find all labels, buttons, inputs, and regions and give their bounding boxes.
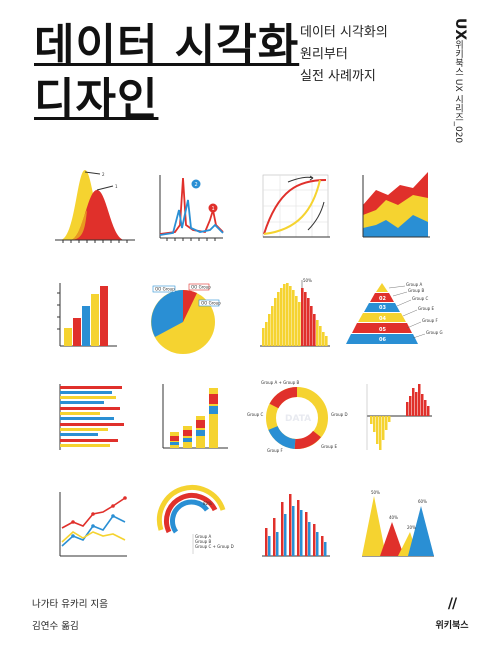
peak-label-1: 1	[115, 184, 118, 189]
line-chart-illustration	[59, 492, 127, 557]
pyramid-group-g: Group G	[426, 330, 443, 335]
translator-line: 김연수 옮김	[32, 621, 79, 632]
peak-label-2: 2	[102, 172, 105, 177]
ring-group-cd: Group C + Group D	[195, 544, 234, 549]
stacked-bar-illustration	[162, 384, 228, 449]
pyramid-group-b: Group B	[408, 288, 424, 293]
pyramid-group-e: Group E	[418, 306, 434, 311]
subtitle-line-1: 데이터 시각화의	[300, 25, 388, 40]
pyramid-level-04: 04	[379, 316, 386, 322]
donut-group-c: Group C	[247, 412, 263, 417]
pyramid-level-02: 02	[379, 296, 386, 302]
pyramid-level-06: 06	[379, 337, 386, 343]
donut-center-label: DATA	[285, 414, 311, 424]
author-line: 나가타 유카리 지음	[32, 599, 108, 610]
pyramid-group-f: Group F	[422, 318, 438, 323]
area-illustration	[362, 172, 430, 238]
book-title-line-1: 데이터 시각화	[34, 20, 300, 71]
donut-illustration: DATA Group A + Group B Group D Group C G…	[247, 380, 348, 453]
series-label: UX 위키북스 UX 시리즈_020	[452, 18, 472, 143]
publisher-mark-icon: //	[447, 596, 457, 612]
pyramid-level-05: 05	[379, 327, 386, 333]
histogram-illustration: 50%	[260, 278, 330, 347]
ring-group-b: Group B	[195, 539, 211, 544]
chart-illustrations: .ax{stroke:#333;stroke-width:1;fill:none…	[55, 170, 443, 557]
radial-ring-illustration: 82% Group A Group B Group C + Group D	[156, 484, 234, 554]
curve-grid-illustration	[262, 174, 330, 238]
pyramid-level-03: 03	[379, 305, 386, 311]
subtitle-line-3: 실전 사례까지	[300, 69, 376, 84]
publisher-logo: // 위키북스	[432, 596, 472, 631]
pos-neg-bar-illustration	[366, 384, 432, 450]
bar-illustration	[57, 283, 117, 347]
series-code: UX	[452, 18, 468, 41]
svg-text:1: 1	[212, 206, 215, 212]
spike-line-illustration: 2 1	[159, 175, 224, 241]
pyramid-group-a: Group A	[406, 282, 422, 287]
pyramid-illustration: 02 03 04 05 06 Group A Group B Group C G…	[346, 282, 443, 344]
histogram-label: 50%	[303, 278, 312, 283]
horizontal-bar-illustration	[59, 384, 124, 450]
triangle-pct-3: 20%	[407, 525, 416, 530]
pie-label-2: OO Group	[191, 285, 211, 290]
pie-label-1: OO Group	[155, 287, 175, 292]
triangle-pct-2: 40%	[389, 515, 398, 520]
ring-percent: 82%	[203, 501, 212, 506]
donut-group-d: Group D	[331, 412, 348, 417]
pie-label-3: OO Group	[201, 301, 221, 306]
donut-group-ab: Group A + Group B	[261, 380, 300, 385]
credits: 나가타 유카리 지음 김연수 옮김	[32, 594, 108, 638]
triangle-pct-4: 60%	[418, 499, 427, 504]
subtitle: 데이터 시각화의 원리부터 실전 사례까지	[300, 22, 388, 88]
donut-group-e: Group E	[321, 444, 337, 449]
series-name: 위키북스 UX 시리즈_020	[453, 40, 463, 144]
pyramid-group-c: Group C	[412, 296, 428, 301]
triangle-peaks-illustration: 50% 40% 20% 60%	[362, 490, 434, 557]
donut-group-f: Group F	[267, 448, 283, 453]
ring-group-a: Group A	[195, 534, 211, 539]
svg-text:2: 2	[195, 182, 198, 188]
triangle-pct-1: 50%	[371, 490, 380, 495]
subtitle-line-2: 원리부터	[300, 47, 348, 62]
clustered-bar-illustration	[262, 494, 330, 557]
book-title-line-2: 디자인	[34, 74, 159, 125]
peaks-illustration: 2 1	[55, 170, 135, 243]
publisher-name: 위키북스	[435, 621, 469, 631]
pie-illustration: OO Group OO Group OO Group	[151, 283, 221, 354]
